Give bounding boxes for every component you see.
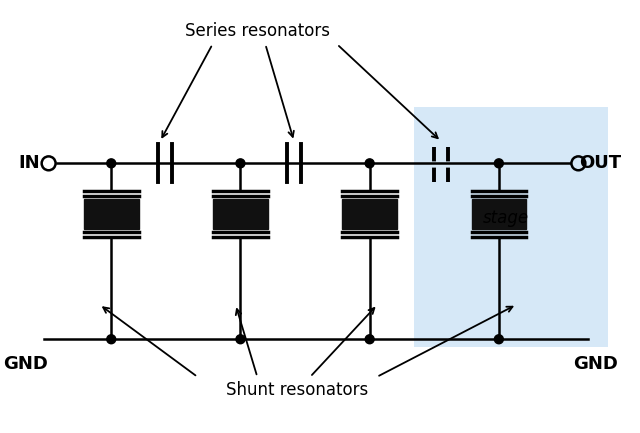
Text: GND: GND — [573, 355, 618, 373]
Circle shape — [365, 159, 374, 168]
Text: GND: GND — [3, 355, 48, 373]
Bar — [342, 199, 397, 229]
Text: Shunt resonators: Shunt resonators — [226, 381, 368, 399]
Circle shape — [365, 335, 374, 344]
Circle shape — [236, 335, 245, 344]
Circle shape — [236, 159, 245, 168]
Circle shape — [107, 159, 116, 168]
Bar — [213, 199, 268, 229]
Text: OUT: OUT — [579, 154, 621, 172]
Circle shape — [107, 335, 116, 344]
Bar — [472, 199, 526, 229]
Circle shape — [494, 159, 503, 168]
Text: stage: stage — [483, 209, 529, 227]
Text: IN: IN — [18, 154, 40, 172]
Text: Series resonators: Series resonators — [185, 22, 330, 40]
Circle shape — [494, 335, 503, 344]
Bar — [414, 107, 608, 347]
Bar — [84, 199, 139, 229]
